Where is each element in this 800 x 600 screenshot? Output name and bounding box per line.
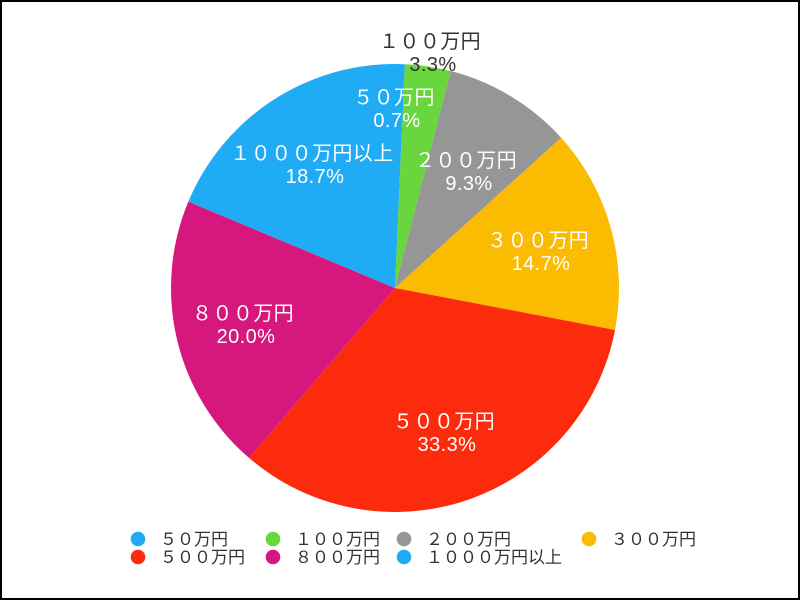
- svg-text:１００万円: １００万円: [295, 530, 380, 549]
- svg-text:２００万円: ２００万円: [426, 530, 511, 549]
- svg-text:５０万円: ５０万円: [160, 530, 228, 549]
- svg-text:３００万円: ３００万円: [611, 530, 696, 549]
- svg-text:８００万円: ８００万円: [295, 548, 380, 567]
- svg-text:１０００万円以上: １０００万円以上: [426, 548, 562, 567]
- svg-text:５００万円: ５００万円: [160, 548, 245, 567]
